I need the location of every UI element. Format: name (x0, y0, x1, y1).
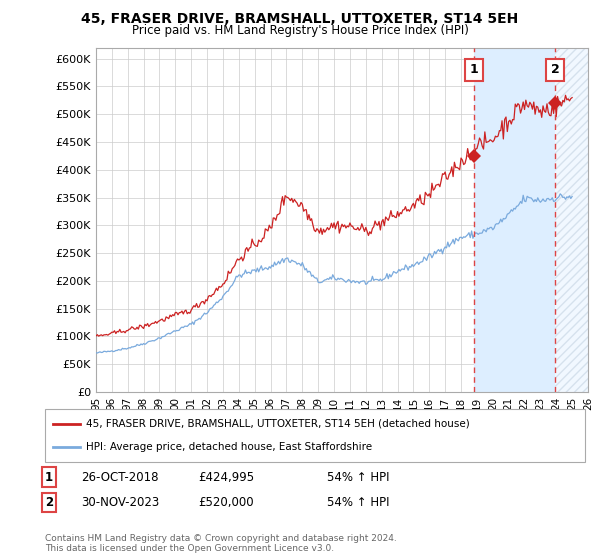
Bar (474, 48, 555, 392)
Text: 45, FRASER DRIVE, BRAMSHALL, UTTOXETER, ST14 5EH: 45, FRASER DRIVE, BRAMSHALL, UTTOXETER, … (82, 12, 518, 26)
Text: 1: 1 (45, 470, 53, 484)
Text: 26-OCT-2018: 26-OCT-2018 (81, 470, 158, 484)
Text: 54% ↑ HPI: 54% ↑ HPI (327, 470, 389, 484)
FancyBboxPatch shape (45, 409, 585, 462)
Bar (555, 48, 588, 392)
Text: 30-NOV-2023: 30-NOV-2023 (81, 496, 159, 509)
Text: Contains HM Land Registry data © Crown copyright and database right 2024.
This d: Contains HM Land Registry data © Crown c… (45, 534, 397, 553)
Text: 1: 1 (470, 63, 479, 77)
Text: 54% ↑ HPI: 54% ↑ HPI (327, 496, 389, 509)
Bar (555, 48, 588, 392)
Text: 2: 2 (45, 496, 53, 509)
Text: 2: 2 (551, 63, 559, 77)
Text: Price paid vs. HM Land Registry's House Price Index (HPI): Price paid vs. HM Land Registry's House … (131, 24, 469, 36)
Text: £520,000: £520,000 (198, 496, 254, 509)
Text: 45, FRASER DRIVE, BRAMSHALL, UTTOXETER, ST14 5EH (detached house): 45, FRASER DRIVE, BRAMSHALL, UTTOXETER, … (86, 419, 469, 429)
Text: £424,995: £424,995 (198, 470, 254, 484)
Text: HPI: Average price, detached house, East Staffordshire: HPI: Average price, detached house, East… (86, 442, 371, 452)
Bar (555, 48, 588, 392)
